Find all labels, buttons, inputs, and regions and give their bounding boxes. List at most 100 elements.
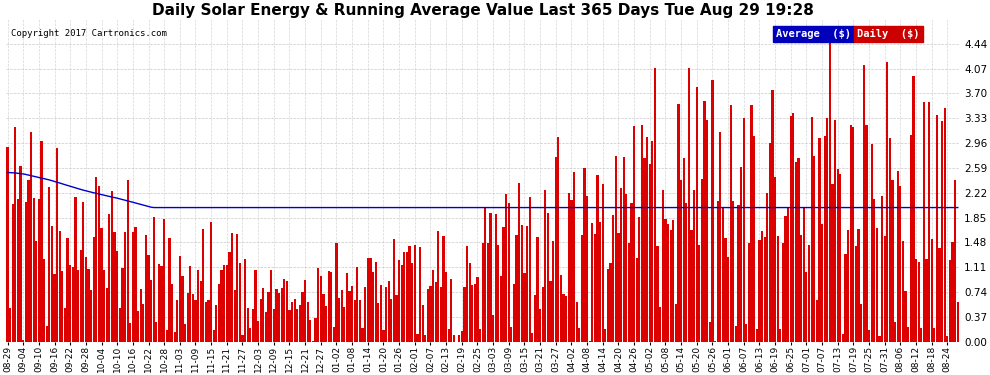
Bar — [119, 308, 121, 342]
Bar — [242, 336, 244, 342]
Bar — [427, 289, 429, 342]
Bar — [9, 308, 11, 342]
Bar — [821, 224, 823, 342]
Bar — [913, 76, 915, 342]
Bar — [675, 303, 677, 342]
Bar — [915, 259, 917, 342]
Bar — [450, 279, 452, 342]
Bar — [184, 324, 186, 342]
Bar — [782, 243, 784, 342]
Bar — [41, 141, 43, 342]
Bar — [262, 288, 264, 342]
Bar — [403, 252, 406, 342]
Bar — [570, 200, 572, 342]
Bar — [779, 329, 781, 342]
Bar — [936, 115, 939, 342]
Bar — [761, 231, 763, 342]
Bar — [897, 171, 899, 342]
Bar — [706, 120, 708, 342]
Bar — [693, 190, 695, 342]
Bar — [259, 299, 262, 342]
Bar — [905, 291, 907, 342]
Bar — [197, 270, 199, 342]
Bar — [860, 304, 862, 342]
Bar — [176, 300, 178, 342]
Bar — [460, 332, 463, 342]
Bar — [251, 309, 254, 342]
Bar — [951, 242, 953, 342]
Bar — [108, 214, 111, 342]
Bar — [307, 302, 309, 342]
Bar — [351, 286, 353, 342]
Bar — [114, 232, 116, 342]
Bar — [899, 186, 902, 342]
Bar — [330, 272, 333, 342]
Bar — [920, 328, 923, 342]
Bar — [631, 203, 633, 342]
Bar — [103, 270, 105, 342]
Bar — [487, 243, 489, 342]
Bar — [928, 102, 931, 342]
Bar — [696, 87, 698, 342]
Bar — [202, 229, 205, 342]
Bar — [717, 201, 719, 342]
Bar — [824, 136, 826, 342]
Bar — [160, 266, 162, 342]
Bar — [98, 186, 100, 342]
Bar — [85, 257, 87, 342]
Bar — [288, 310, 291, 342]
Bar — [152, 217, 154, 342]
Bar — [265, 312, 267, 342]
Bar — [740, 167, 742, 342]
Bar — [878, 336, 880, 342]
Bar — [237, 234, 239, 342]
Bar — [868, 330, 870, 342]
Bar — [422, 305, 424, 342]
Bar — [210, 222, 212, 342]
Bar — [468, 262, 470, 342]
Bar — [870, 144, 873, 342]
Bar — [926, 259, 928, 342]
Bar — [604, 329, 607, 342]
Bar — [257, 321, 259, 342]
Bar — [943, 108, 945, 342]
Bar — [889, 138, 891, 342]
Bar — [173, 332, 175, 342]
Bar — [226, 264, 228, 342]
Bar — [323, 294, 325, 342]
Bar — [358, 300, 361, 342]
Bar — [573, 172, 575, 342]
Bar — [234, 290, 236, 342]
Bar — [656, 246, 658, 342]
Bar — [93, 237, 95, 342]
Bar — [278, 292, 280, 342]
Bar — [218, 284, 220, 342]
Bar — [348, 291, 350, 342]
Bar — [644, 158, 645, 342]
Bar — [411, 263, 413, 342]
Text: Average  ($): Average ($) — [776, 28, 851, 39]
Bar — [847, 230, 849, 342]
Bar — [798, 158, 800, 342]
Bar — [776, 236, 779, 342]
Bar — [474, 284, 476, 342]
Bar — [625, 194, 628, 342]
Bar — [374, 262, 377, 342]
Bar — [38, 200, 40, 342]
Bar — [28, 180, 30, 342]
Bar — [58, 231, 60, 342]
Bar — [672, 220, 674, 342]
Bar — [165, 330, 168, 342]
Bar — [591, 222, 593, 342]
Bar — [200, 280, 202, 342]
Bar — [270, 270, 272, 342]
Bar — [790, 116, 792, 342]
Bar — [406, 252, 408, 342]
Bar — [560, 275, 562, 342]
Bar — [438, 231, 440, 342]
Bar — [803, 208, 805, 342]
Bar — [648, 164, 650, 342]
Bar — [661, 190, 664, 342]
Bar — [369, 258, 371, 342]
Bar — [829, 42, 831, 342]
